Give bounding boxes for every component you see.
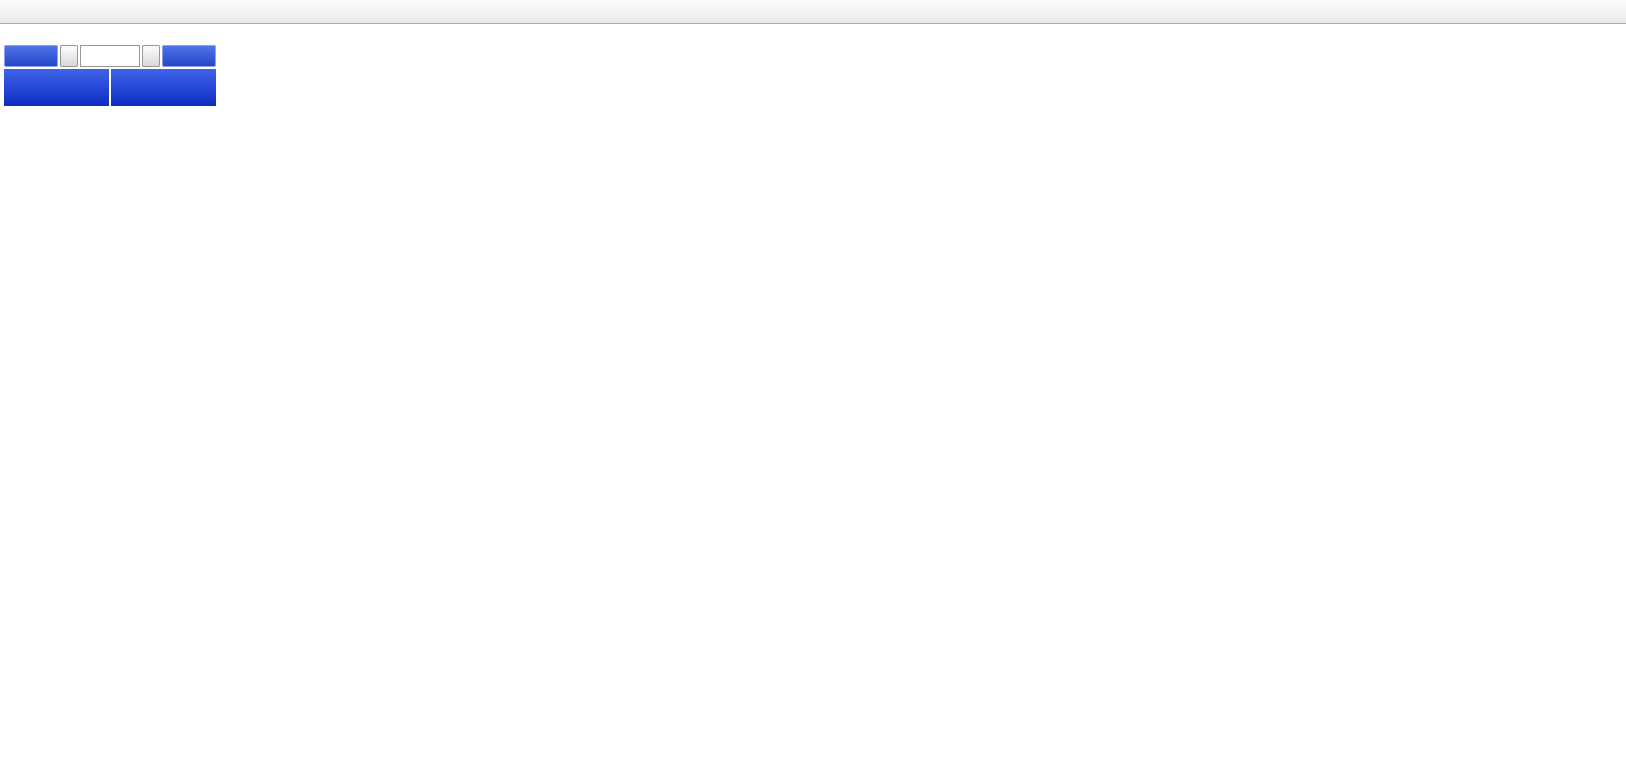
sell-button[interactable] [4,45,58,67]
volume-input[interactable] [80,45,140,67]
volume-down-button[interactable] [60,45,78,67]
volume-up-button[interactable] [142,45,160,67]
main-toolbar [0,0,1626,24]
buy-button[interactable] [162,45,216,67]
one-click-trading-panel [4,45,216,106]
buy-price-box[interactable] [111,69,216,106]
sell-price-box[interactable] [4,69,109,106]
